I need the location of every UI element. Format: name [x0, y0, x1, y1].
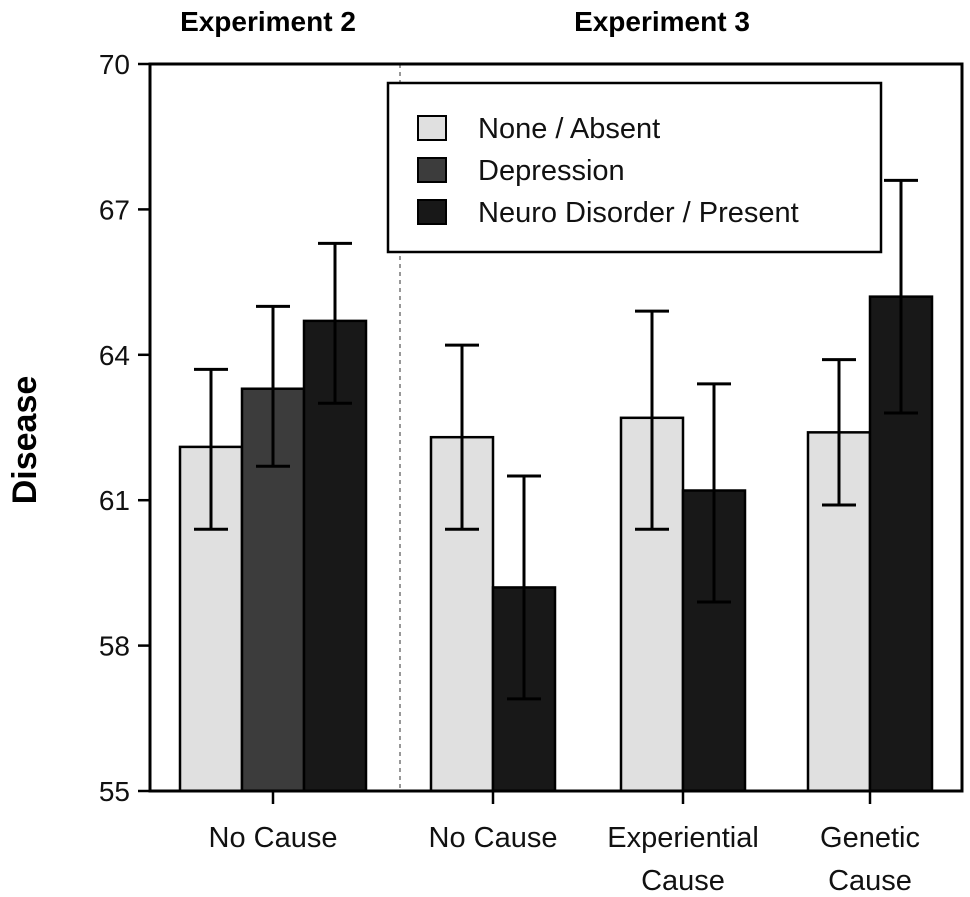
- y-tick-label: 58: [99, 631, 130, 662]
- legend-swatch: [417, 157, 447, 183]
- y-tick-label: 67: [99, 194, 130, 225]
- legend-swatch: [417, 199, 447, 225]
- x-tick-label: No Cause: [209, 822, 338, 854]
- x-tick-label: Genetic: [820, 822, 920, 854]
- x-tick-label: No Cause: [429, 822, 558, 854]
- x-tick-label: Cause: [828, 865, 912, 897]
- y-tick-label: 70: [99, 49, 130, 80]
- panel-title: Experiment 3: [574, 6, 750, 37]
- plot-frame: [148, 62, 964, 793]
- legend-entry: None / Absent: [478, 113, 660, 145]
- panel-title: Experiment 2: [180, 6, 356, 37]
- legend-entry: Neuro Disorder / Present: [478, 197, 799, 229]
- y-tick-label: 61: [99, 485, 130, 516]
- x-tick-label: Cause: [641, 865, 725, 897]
- bar: [302, 319, 368, 793]
- y-tick-label: 64: [99, 340, 130, 371]
- legend-swatch: [417, 115, 447, 141]
- legend-entry: Depression: [478, 155, 625, 187]
- y-axis-title: Disease: [6, 376, 44, 505]
- x-tick-label: Experiential: [607, 822, 759, 854]
- legend: [386, 81, 883, 254]
- y-tick-label: 55: [99, 776, 130, 807]
